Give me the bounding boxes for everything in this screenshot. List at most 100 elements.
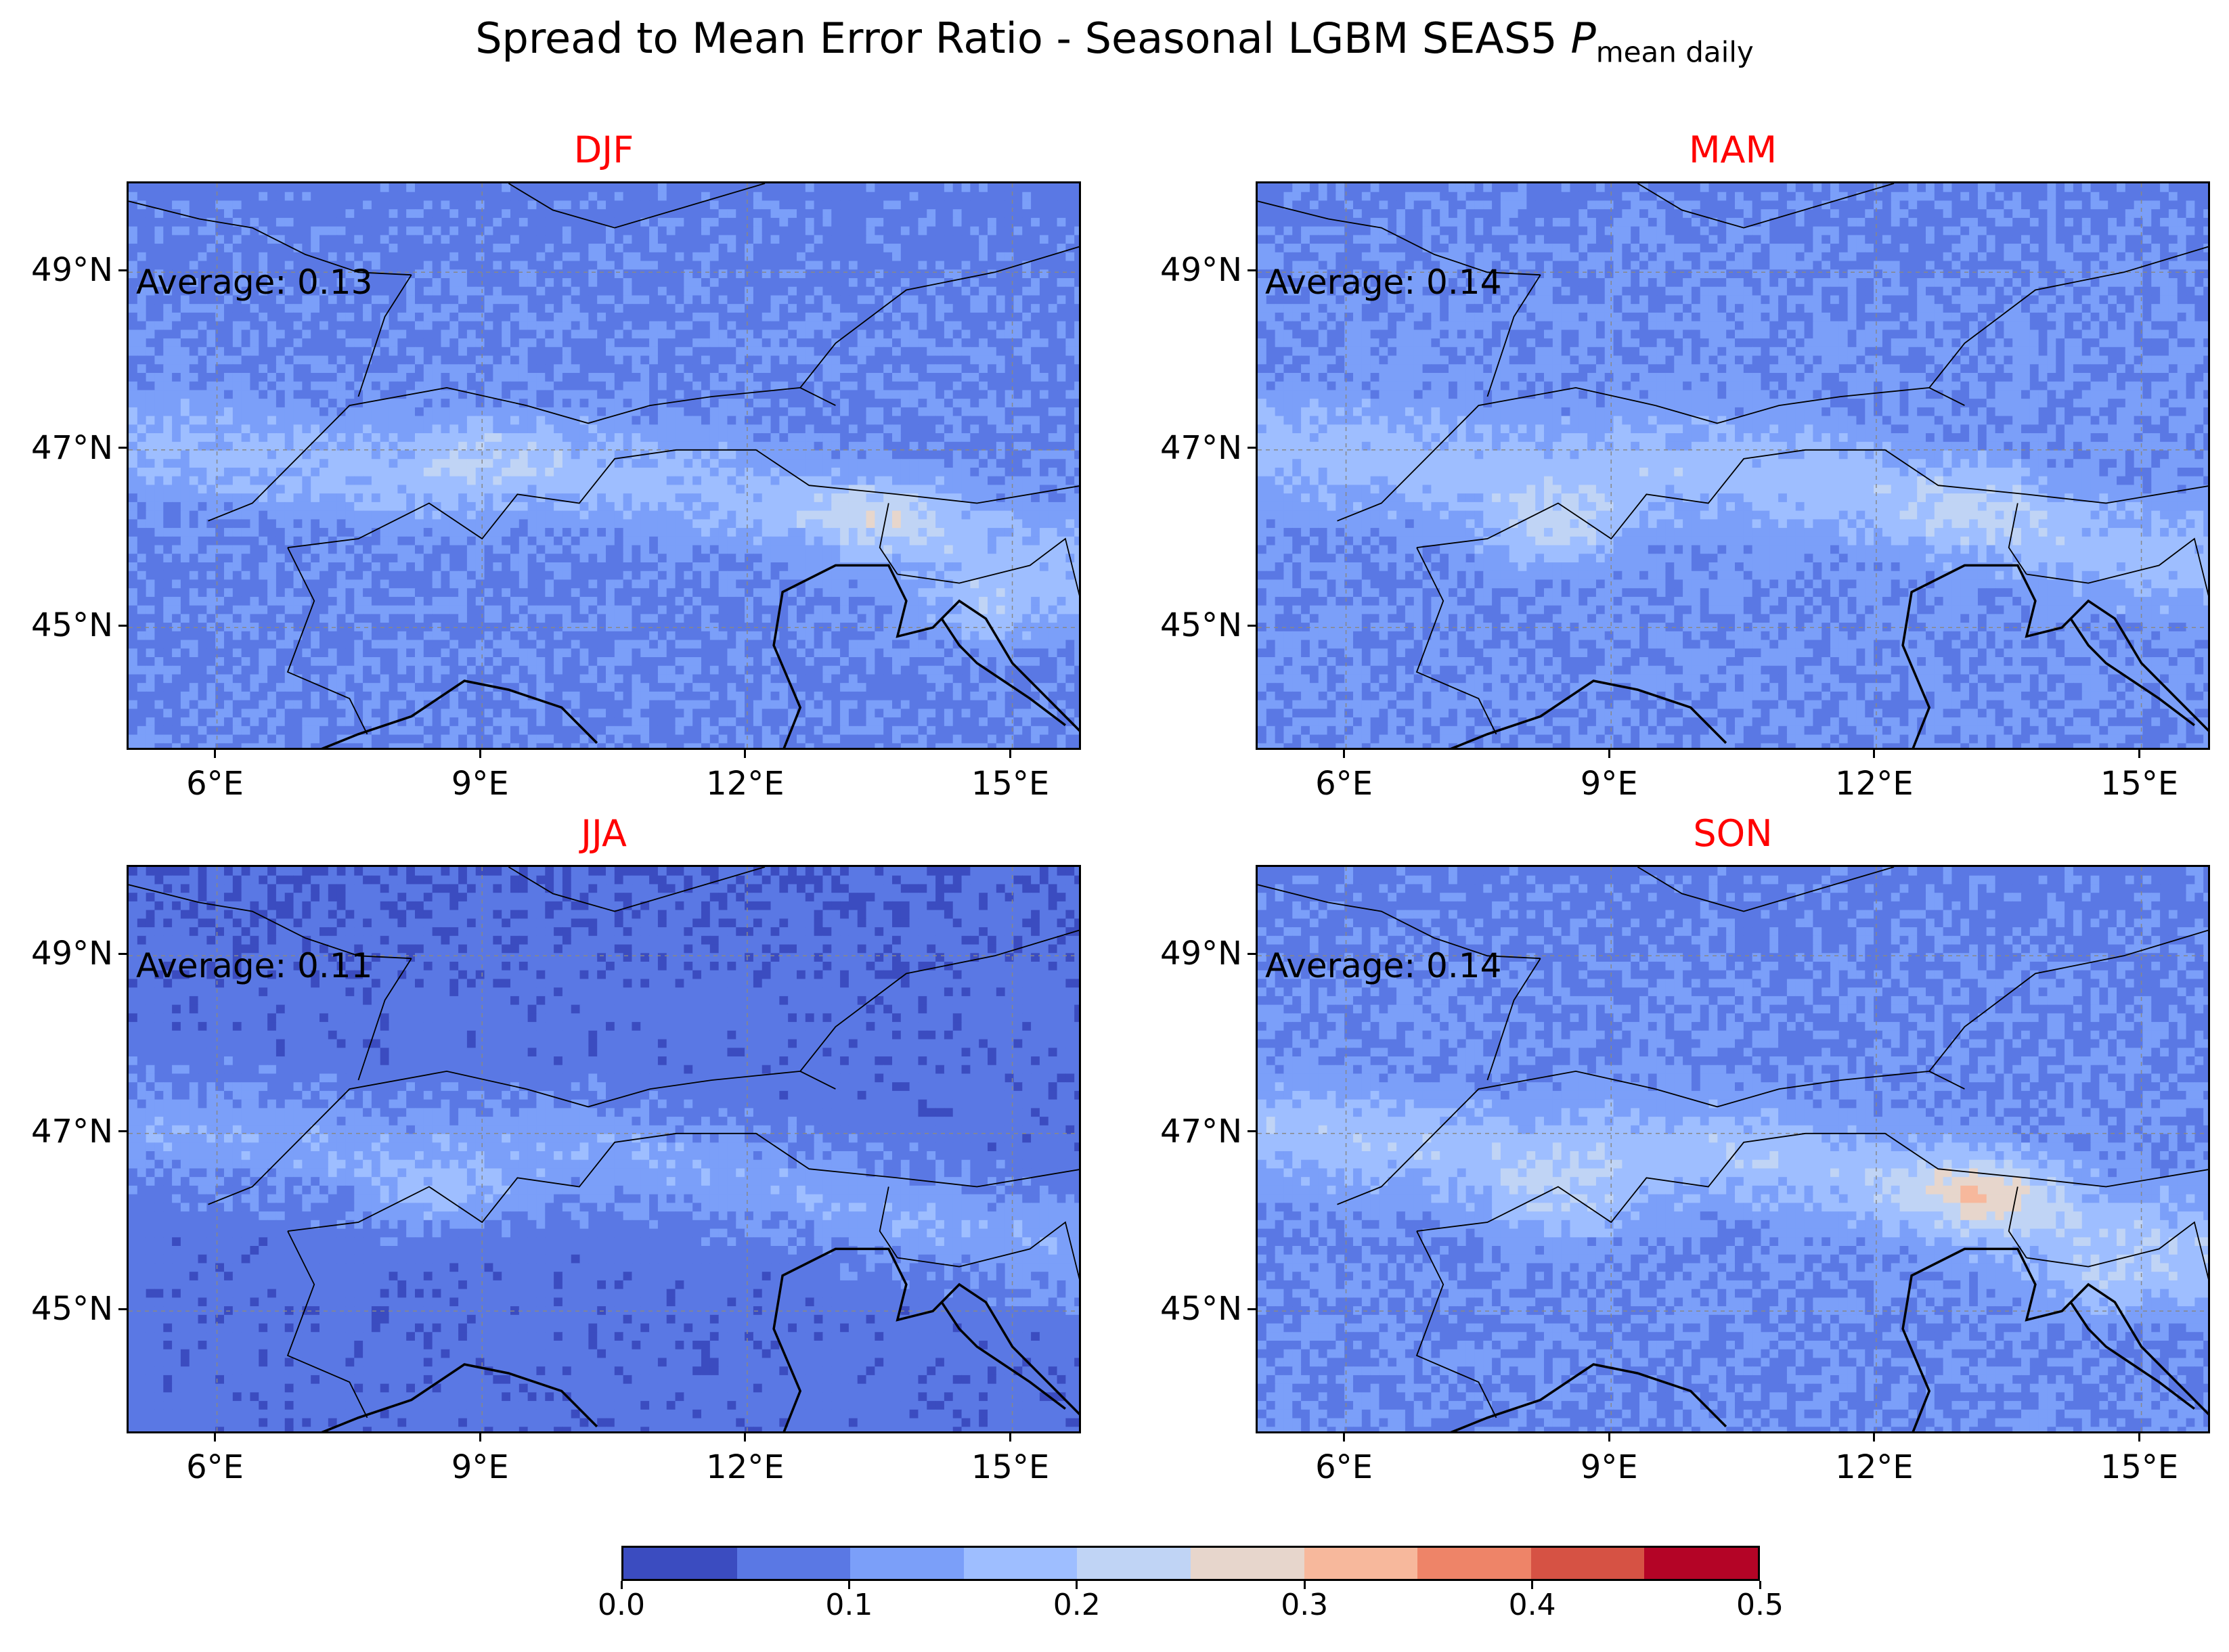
heatmap-cell <box>215 244 225 253</box>
heatmap-cell <box>727 295 736 305</box>
heatmap-cell <box>866 468 875 477</box>
heatmap-cell <box>466 571 477 581</box>
heatmap-cell <box>163 545 173 554</box>
heatmap-cell <box>189 459 199 468</box>
heatmap-cell <box>718 416 728 425</box>
heatmap-cell <box>597 226 606 236</box>
heatmap-cell <box>640 321 650 330</box>
heatmap-cell <box>466 424 477 434</box>
heatmap-cell <box>250 295 259 305</box>
heatmap-cell <box>649 338 659 348</box>
heatmap-cell <box>1074 364 1079 374</box>
heatmap-cell <box>475 424 485 434</box>
heatmap-cell <box>215 209 225 219</box>
heatmap-cell <box>727 321 736 330</box>
heatmap-cell <box>918 459 927 468</box>
heatmap-cell <box>415 338 424 348</box>
heatmap-cell <box>632 269 641 279</box>
heatmap-cell <box>623 459 633 468</box>
heatmap-cell <box>371 286 381 296</box>
heatmap-cell <box>692 286 702 296</box>
heatmap-cell <box>554 416 563 425</box>
heatmap-cell <box>623 278 633 288</box>
heatmap-cell <box>466 330 477 339</box>
heatmap-cell <box>979 364 988 374</box>
heatmap-cell <box>736 373 745 382</box>
heatmap-cell <box>484 545 493 554</box>
heatmap-cell <box>588 321 598 330</box>
heatmap-cell <box>900 338 910 348</box>
heatmap-cell <box>267 424 277 434</box>
heatmap-cell <box>1057 304 1066 313</box>
heatmap-cell <box>857 295 867 305</box>
heatmap-cell <box>1074 321 1079 330</box>
heatmap-cell <box>1022 209 1032 219</box>
heatmap-cell <box>275 261 286 270</box>
heatmap-cell <box>363 286 372 296</box>
heatmap-cell <box>154 347 164 357</box>
heatmap-cell <box>510 244 520 253</box>
heatmap-cell <box>527 200 537 210</box>
heatmap-cell <box>1057 441 1066 451</box>
heatmap-cell <box>1065 536 1075 546</box>
heatmap-cell <box>458 226 468 236</box>
heatmap-cell <box>198 286 207 296</box>
heatmap-cell <box>927 209 936 219</box>
heatmap-cell <box>822 536 832 546</box>
heatmap-cell <box>536 261 546 270</box>
heatmap-cell <box>649 373 659 382</box>
heatmap-cell <box>129 433 138 443</box>
heatmap-cell <box>336 510 347 520</box>
heatmap-cell <box>762 468 772 477</box>
heatmap-cell <box>788 209 797 219</box>
heatmap-cell <box>319 519 329 529</box>
heatmap-cell <box>745 501 754 512</box>
heatmap-cell <box>172 312 181 322</box>
heatmap-cell <box>952 183 963 193</box>
heatmap-cell <box>363 330 372 339</box>
heatmap-cell <box>241 493 251 503</box>
heatmap-cell <box>389 295 398 305</box>
heatmap-cell <box>380 381 390 391</box>
heatmap-cell <box>840 355 849 365</box>
heatmap-cell <box>797 209 806 219</box>
heatmap-cell <box>484 235 493 244</box>
heatmap-cell <box>649 286 659 296</box>
heatmap-cell <box>267 192 277 202</box>
heatmap-cell <box>597 485 606 494</box>
heatmap-cell <box>805 312 815 322</box>
heatmap-cell <box>883 519 893 529</box>
heatmap-cell <box>588 390 598 399</box>
heatmap-cell <box>259 261 268 270</box>
heatmap-cell <box>345 519 355 529</box>
heatmap-cell <box>311 226 320 236</box>
heatmap-cell <box>302 192 311 202</box>
heatmap-cell <box>606 200 615 210</box>
heatmap-cell <box>1013 528 1023 537</box>
heatmap-cell <box>944 183 954 193</box>
heatmap-cell <box>371 390 381 399</box>
heatmap-cell <box>189 416 199 425</box>
heatmap-cell <box>302 476 311 486</box>
heatmap-cell <box>475 226 485 236</box>
heatmap-cell <box>380 209 390 219</box>
heatmap-cell <box>745 304 754 313</box>
heatmap-cell <box>709 399 720 408</box>
heatmap-cell <box>623 226 633 236</box>
heatmap-cell <box>406 501 416 512</box>
heatmap-cell <box>397 183 407 193</box>
heatmap-cell <box>129 424 138 434</box>
heatmap-cell <box>571 424 581 434</box>
heatmap-cell <box>406 407 416 417</box>
heatmap-cell <box>241 244 251 253</box>
heatmap-cell <box>649 244 659 253</box>
heatmap-cell <box>518 519 529 529</box>
heatmap-cell <box>822 217 832 227</box>
heatmap-cell <box>345 381 355 391</box>
heatmap-cell <box>709 183 720 193</box>
heatmap-cell <box>371 269 381 279</box>
heatmap-cell <box>250 381 259 391</box>
heatmap-cell <box>475 338 485 348</box>
heatmap-cell <box>709 278 720 288</box>
heatmap-cell <box>770 476 780 486</box>
